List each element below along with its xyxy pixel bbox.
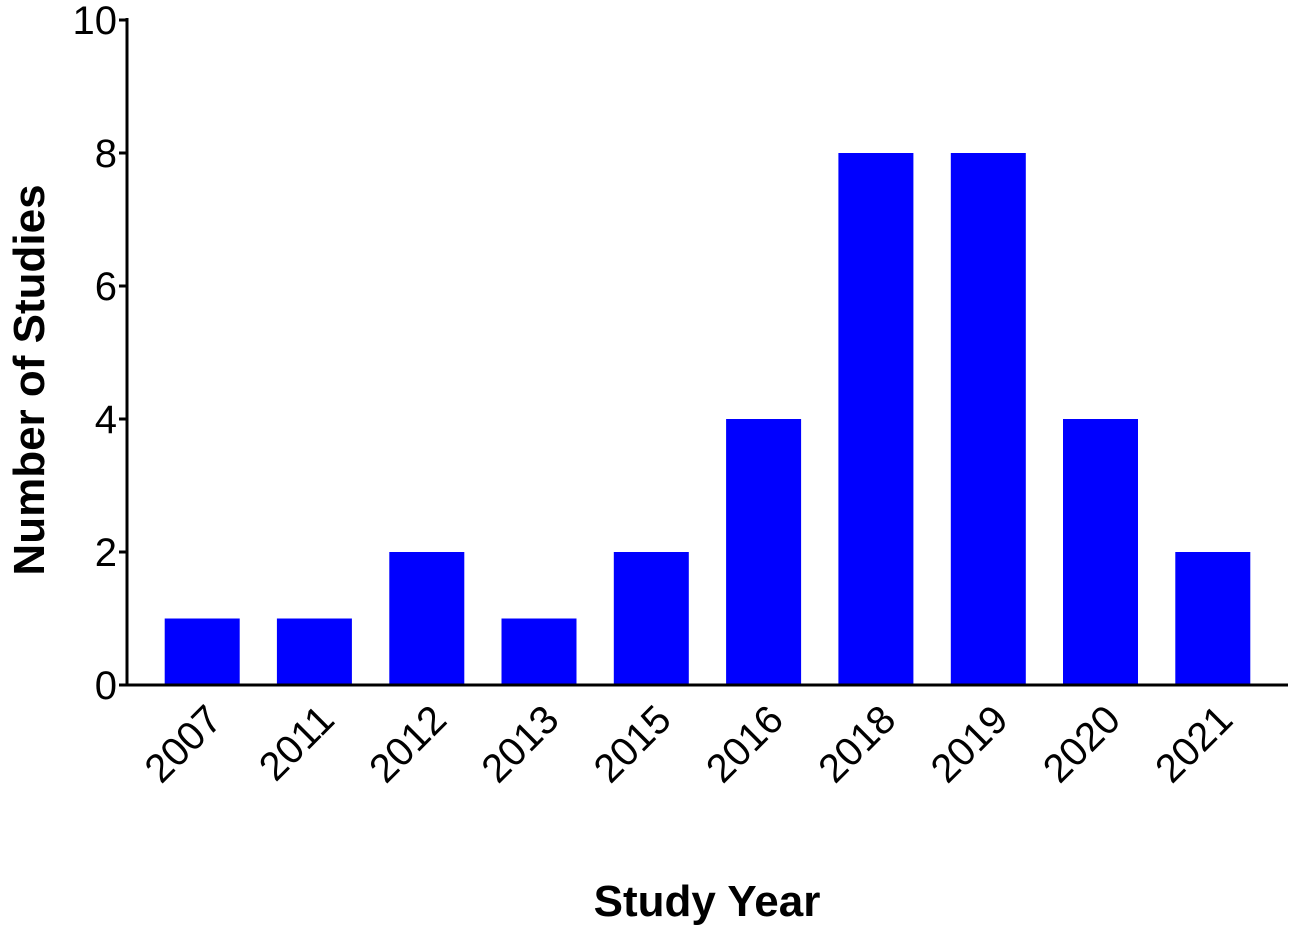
x-tick-label: 2020 (1035, 697, 1129, 791)
y-tick-label: 6 (95, 265, 117, 309)
x-tick-label: 2016 (698, 697, 792, 791)
y-axis-title: Number of Studies (5, 184, 54, 575)
bar-2015 (613, 552, 689, 685)
y-tick-label: 10 (73, 0, 118, 43)
x-tick-label: 2007 (136, 697, 230, 791)
x-tick-label: 2013 (473, 697, 567, 791)
bar-2018 (838, 153, 914, 685)
bar-2021 (1175, 552, 1251, 685)
x-tick-label: 2019 (923, 697, 1017, 791)
bar-2013 (501, 618, 577, 685)
bar-2011 (276, 618, 352, 685)
x-tick-label: 2011 (251, 697, 343, 789)
x-tick-label: 2018 (810, 697, 904, 791)
x-tick-label: 2015 (586, 697, 680, 791)
bar-2012 (389, 552, 465, 685)
y-tick-label: 2 (95, 531, 117, 575)
y-tick-label: 4 (95, 398, 117, 442)
y-axis-ticks: 0 2 4 6 8 10 (73, 0, 127, 708)
x-axis-title: Study Year (594, 877, 821, 926)
bar-2016 (726, 419, 802, 685)
bar-2007 (164, 618, 240, 685)
bar-2019 (950, 153, 1026, 685)
y-tick-label: 8 (95, 132, 117, 176)
x-axis-ticks: 2007 2011 2012 2013 2015 2016 2018 2019 2020 2021 (136, 697, 1241, 791)
bars (164, 153, 1251, 685)
x-tick-label: 2012 (361, 697, 455, 791)
bar-2020 (1063, 419, 1138, 685)
x-tick-label: 2021 (1147, 697, 1241, 791)
y-tick-label: 0 (95, 664, 117, 708)
